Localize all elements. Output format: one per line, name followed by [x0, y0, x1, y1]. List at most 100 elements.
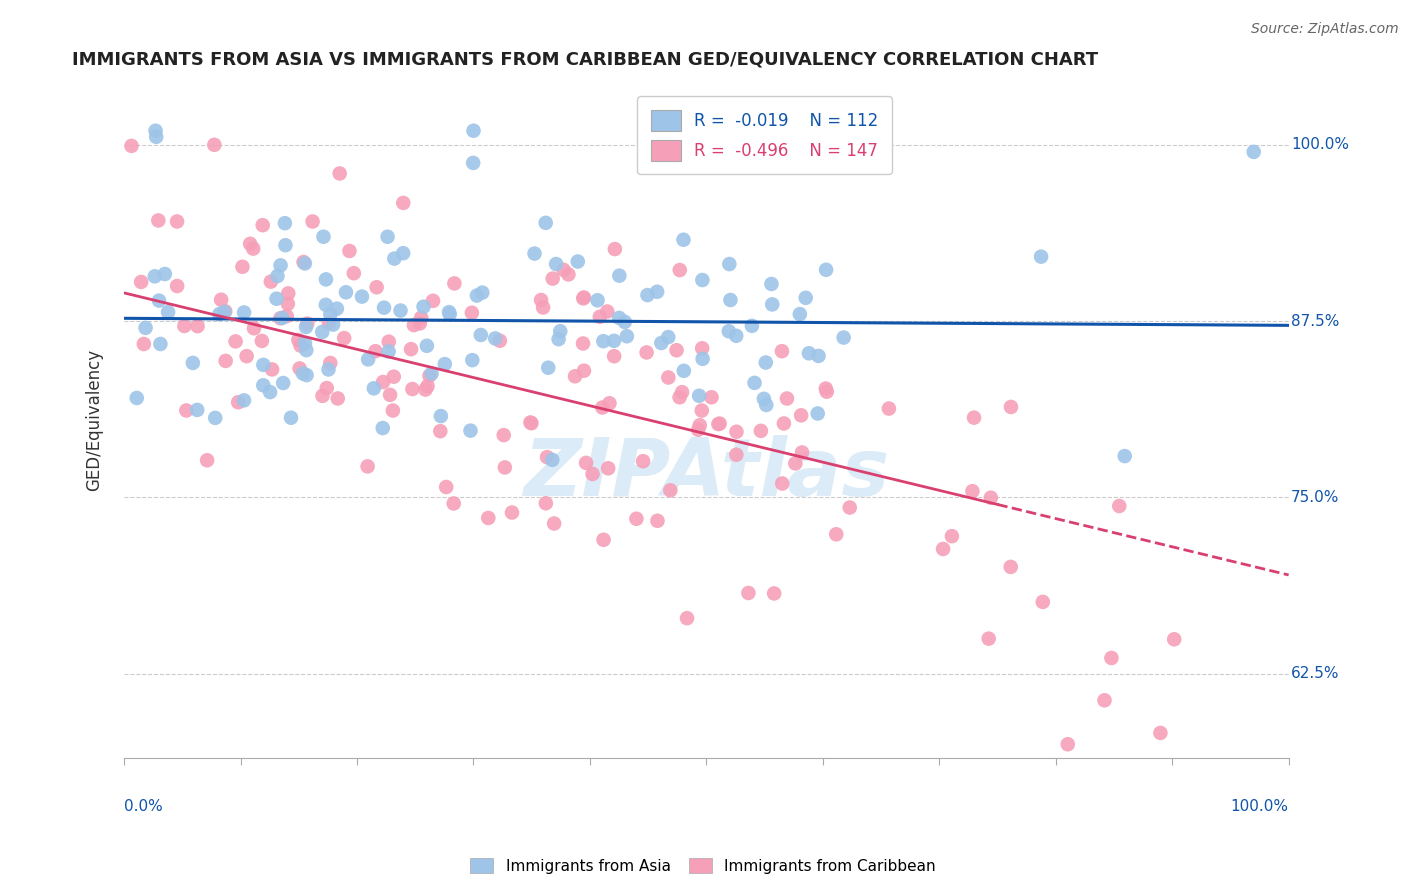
Point: [596, 304, 619, 318]
Text: 62.5%: 62.5%: [1291, 666, 1340, 681]
Point: [657, 370, 679, 384]
Point: [311, 325, 333, 339]
Point: [1243, 145, 1265, 159]
Point: [252, 378, 274, 392]
Point: [676, 611, 699, 625]
Point: [814, 382, 837, 396]
Point: [429, 424, 451, 438]
Point: [752, 392, 775, 406]
Point: [292, 255, 315, 269]
Point: [541, 271, 564, 285]
Point: [270, 258, 292, 272]
Point: [807, 349, 830, 363]
Point: [430, 409, 453, 423]
Point: [378, 388, 401, 402]
Point: [214, 304, 236, 318]
Text: 100.0%: 100.0%: [1230, 799, 1289, 814]
Point: [294, 256, 316, 270]
Point: [437, 305, 460, 319]
Point: [231, 260, 253, 274]
Point: [572, 364, 595, 378]
Point: [262, 362, 284, 376]
Point: [215, 354, 238, 368]
Text: 87.5%: 87.5%: [1291, 314, 1340, 328]
Point: [688, 389, 710, 403]
Point: [963, 410, 986, 425]
Point: [603, 334, 626, 348]
Point: [1056, 737, 1078, 751]
Point: [411, 310, 433, 325]
Text: 0.0%: 0.0%: [124, 799, 163, 814]
Point: [755, 355, 778, 369]
Point: [688, 423, 710, 437]
Point: [665, 343, 688, 358]
Point: [647, 514, 669, 528]
Point: [271, 310, 294, 325]
Point: [392, 195, 415, 210]
Point: [815, 384, 838, 399]
Point: [461, 306, 484, 320]
Point: [557, 268, 579, 282]
Point: [176, 403, 198, 417]
Point: [277, 297, 299, 311]
Point: [166, 279, 188, 293]
Point: [484, 331, 506, 345]
Point: [252, 358, 274, 372]
Point: [326, 301, 349, 316]
Point: [657, 330, 679, 344]
Point: [377, 344, 399, 359]
Point: [301, 214, 323, 228]
Point: [322, 318, 344, 332]
Point: [129, 275, 152, 289]
Point: [319, 307, 342, 321]
Point: [402, 318, 425, 332]
Point: [761, 297, 783, 311]
Point: [807, 407, 830, 421]
Point: [333, 331, 356, 345]
Point: [433, 357, 456, 371]
Point: [389, 303, 412, 318]
Point: [295, 320, 318, 334]
Point: [501, 506, 523, 520]
Point: [572, 290, 595, 304]
Point: [553, 263, 575, 277]
Point: [519, 416, 541, 430]
Point: [148, 213, 170, 227]
Point: [668, 263, 690, 277]
Point: [492, 428, 515, 442]
Point: [274, 238, 297, 252]
Point: [523, 246, 546, 260]
Point: [291, 367, 314, 381]
Point: [838, 500, 860, 515]
Point: [235, 349, 257, 363]
Point: [591, 401, 613, 415]
Text: ZIPAtlas: ZIPAtlas: [523, 435, 890, 513]
Point: [288, 361, 311, 376]
Point: [252, 218, 274, 232]
Point: [233, 393, 256, 408]
Point: [187, 319, 209, 334]
Point: [598, 461, 620, 475]
Point: [226, 395, 249, 409]
Point: [534, 496, 557, 510]
Point: [463, 124, 485, 138]
Point: [613, 315, 636, 329]
Point: [770, 476, 793, 491]
Point: [295, 368, 318, 383]
Point: [589, 310, 612, 324]
Point: [815, 262, 838, 277]
Point: [132, 337, 155, 351]
Point: [166, 214, 188, 228]
Point: [1114, 449, 1136, 463]
Point: [420, 367, 443, 381]
Point: [645, 285, 668, 299]
Point: [392, 246, 415, 260]
Point: [465, 288, 488, 302]
Point: [592, 533, 614, 547]
Point: [266, 292, 288, 306]
Point: [785, 457, 807, 471]
Point: [671, 385, 693, 400]
Point: [567, 254, 589, 268]
Point: [564, 369, 586, 384]
Point: [725, 328, 748, 343]
